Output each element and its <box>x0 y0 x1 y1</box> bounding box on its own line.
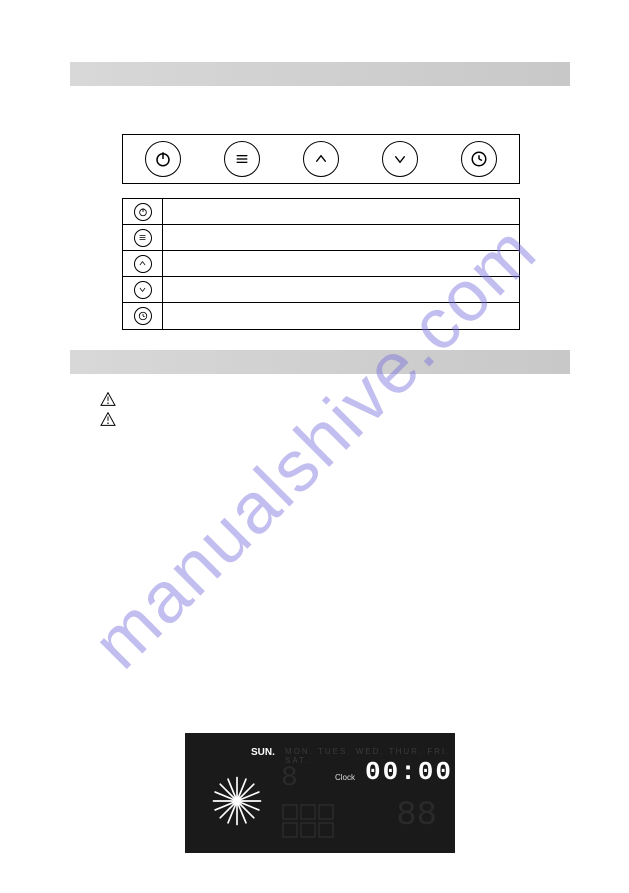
legend-icon-cell <box>123 303 163 329</box>
warning-icon <box>100 392 116 406</box>
legend-icon-cell <box>123 225 163 250</box>
legend-icon-cell <box>123 199 163 224</box>
section-bar-2 <box>70 350 570 374</box>
menu-icon <box>138 233 147 242</box>
down-button[interactable] <box>382 141 418 177</box>
power-icon <box>138 207 148 217</box>
display-clock-value: 00:00 <box>365 757 453 787</box>
lcd-display-panel: SUN. MON. TUES. WED. THUR. FRI. SAT. Clo… <box>185 733 455 853</box>
clock-button[interactable] <box>461 141 497 177</box>
button-legend-table <box>122 198 520 330</box>
legend-icon-cell <box>123 277 163 302</box>
legend-row <box>123 225 519 251</box>
clock-icon <box>470 150 488 168</box>
warning-line-1 <box>100 392 116 406</box>
legend-row <box>123 251 519 277</box>
up-button[interactable] <box>303 141 339 177</box>
display-ghost-icons <box>281 803 351 842</box>
power-icon <box>154 150 172 168</box>
control-button-row <box>122 134 520 184</box>
down-icon <box>392 151 408 167</box>
display-ghost-digit: 8 <box>281 763 298 794</box>
display-ghost-temp: 88 <box>396 797 437 835</box>
power-button[interactable] <box>145 141 181 177</box>
menu-icon <box>234 151 250 167</box>
warning-line-2 <box>100 412 116 426</box>
manual-page: manualshive.com <box>0 0 629 893</box>
section-bar-1 <box>70 62 570 86</box>
display-clock-label: Clock <box>335 773 355 782</box>
legend-row <box>123 303 519 329</box>
menu-button[interactable] <box>224 141 260 177</box>
display-fan-icon <box>209 773 265 829</box>
clock-icon <box>138 311 148 321</box>
down-icon <box>138 285 147 294</box>
legend-row <box>123 277 519 303</box>
up-icon <box>138 259 147 268</box>
legend-row <box>123 199 519 225</box>
warning-icon <box>100 412 116 426</box>
display-day-active: SUN. <box>251 747 275 758</box>
up-icon <box>313 151 329 167</box>
legend-icon-cell <box>123 251 163 276</box>
